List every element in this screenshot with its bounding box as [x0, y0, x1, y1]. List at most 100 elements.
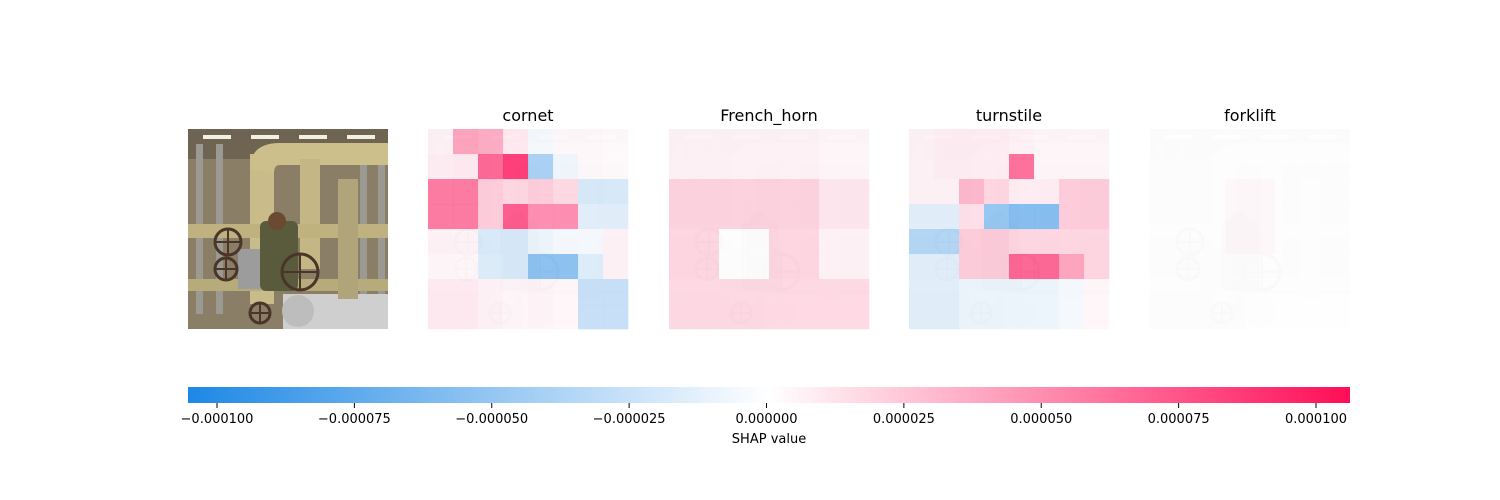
shap-cell [1175, 154, 1201, 180]
shap-cell [1175, 129, 1201, 155]
colorbar-tick-label: 0.000025 [873, 412, 935, 427]
shap-cell [1275, 154, 1301, 180]
shap-cell [1034, 204, 1060, 230]
shap-cell [1300, 204, 1326, 230]
shap-cell [744, 279, 770, 305]
shap-cell [719, 204, 745, 230]
shap-cell [528, 304, 554, 330]
shap-cell [1225, 279, 1251, 305]
shap-cell [503, 229, 529, 255]
shap-cell [959, 154, 985, 180]
shap-cell [1150, 254, 1176, 280]
shap-cell [578, 129, 604, 155]
shap-cell [453, 254, 479, 280]
shap-cell [669, 304, 695, 330]
shap-cell [934, 304, 960, 330]
shap-cell [769, 129, 795, 155]
shap-cell [769, 254, 795, 280]
shap-cell [959, 254, 985, 280]
shap-cell [428, 229, 454, 255]
shap-cell [1250, 229, 1276, 255]
shap-cell [528, 279, 554, 305]
shap-cell [669, 129, 695, 155]
shap-cell [428, 154, 454, 180]
shap-cell [428, 304, 454, 330]
shap-cell [934, 154, 960, 180]
original-photo [188, 129, 388, 329]
shap-cell [1325, 179, 1351, 205]
shap-cell [984, 204, 1010, 230]
shap-cell [453, 129, 479, 155]
shap-cell [744, 254, 770, 280]
shap-cell [478, 254, 504, 280]
shap-cell [744, 229, 770, 255]
shap-cell [719, 154, 745, 180]
shap-cell [428, 179, 454, 205]
shap-cell [1009, 279, 1035, 305]
shap-cell [453, 304, 479, 330]
shap-cell [578, 154, 604, 180]
shap-cell [959, 279, 985, 305]
shap-cell [1200, 154, 1226, 180]
shap-cell [694, 129, 720, 155]
shap-cell [1275, 279, 1301, 305]
shap-cell [603, 229, 629, 255]
shap-cell [1059, 279, 1085, 305]
shap-cell [1200, 179, 1226, 205]
shap-cell [1250, 204, 1276, 230]
shap-cell [719, 254, 745, 280]
shap-cell [1175, 204, 1201, 230]
shap-cell [1150, 279, 1176, 305]
shap-panel: cornet [428, 106, 629, 330]
shap-cell [1034, 129, 1060, 155]
shap-cell [669, 204, 695, 230]
shap-cell [503, 179, 529, 205]
shap-cell [819, 129, 845, 155]
shap-cell [744, 304, 770, 330]
shap-cell [984, 129, 1010, 155]
shap-cell [719, 179, 745, 205]
shap-cell [478, 279, 504, 305]
shap-cell [1250, 304, 1276, 330]
shap-cell [794, 304, 820, 330]
shap-cell [1009, 229, 1035, 255]
shap-cell [959, 304, 985, 330]
shap-cell [769, 304, 795, 330]
shap-cell [1275, 204, 1301, 230]
shap-cell [1275, 254, 1301, 280]
shap-cell [1009, 204, 1035, 230]
shap-cell [719, 129, 745, 155]
shap-cell [1250, 254, 1276, 280]
shap-cell [1225, 204, 1251, 230]
shap-cell [1009, 304, 1035, 330]
shap-cell [909, 204, 935, 230]
shap-cell [603, 204, 629, 230]
shap-cell [428, 279, 454, 305]
shap-cell [844, 204, 870, 230]
shap-cell [453, 279, 479, 305]
shap-cell [1275, 179, 1301, 205]
shap-cell [669, 254, 695, 280]
shap-cell [1084, 254, 1110, 280]
shap-cell [844, 279, 870, 305]
shap-cell [1150, 304, 1176, 330]
shap-cell [1225, 254, 1251, 280]
shap-cell [984, 304, 1010, 330]
shap-cell [794, 179, 820, 205]
shap-cell [453, 204, 479, 230]
shap-cell [669, 279, 695, 305]
shap-cell [603, 129, 629, 155]
shap-cell [478, 229, 504, 255]
shap-cell [1200, 129, 1226, 155]
shap-cell [1175, 179, 1201, 205]
shap-cell [478, 154, 504, 180]
shap-cell [503, 204, 529, 230]
shap-cell [578, 179, 604, 205]
shap-cell [1059, 129, 1085, 155]
shap-cell [578, 229, 604, 255]
shap-cell [1250, 279, 1276, 305]
shap-panel: forklift [1150, 106, 1351, 330]
shap-cell [528, 204, 554, 230]
shap-cell [1275, 129, 1301, 155]
shap-cell [909, 154, 935, 180]
